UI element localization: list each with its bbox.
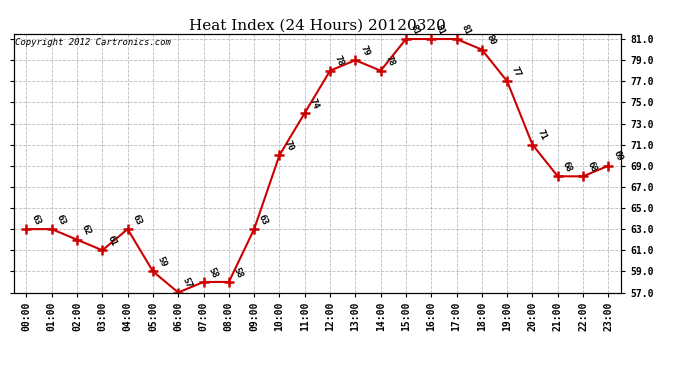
Text: 81: 81 [460,23,472,36]
Text: 58: 58 [206,266,219,279]
Text: 62: 62 [80,224,92,237]
Text: 69: 69 [611,150,624,163]
Text: 71: 71 [535,128,548,142]
Text: 59: 59 [156,255,168,268]
Text: 68: 68 [560,160,573,174]
Text: 81: 81 [434,23,446,36]
Text: Copyright 2012 Cartronics.com: Copyright 2012 Cartronics.com [15,38,171,46]
Text: 80: 80 [484,33,497,47]
Text: 57: 57 [181,276,194,290]
Text: 63: 63 [257,213,270,226]
Text: 70: 70 [282,139,295,152]
Text: 63: 63 [55,213,67,226]
Text: 68: 68 [586,160,598,174]
Text: 79: 79 [358,44,371,57]
Text: 63: 63 [29,213,42,226]
Text: 78: 78 [333,54,346,68]
Text: 81: 81 [408,23,422,36]
Text: 78: 78 [384,54,396,68]
Text: 74: 74 [308,97,320,110]
Text: 63: 63 [130,213,143,226]
Text: 61: 61 [105,234,118,248]
Text: 58: 58 [232,266,244,279]
Title: Heat Index (24 Hours) 20120320: Heat Index (24 Hours) 20120320 [189,19,446,33]
Text: 77: 77 [510,65,522,78]
